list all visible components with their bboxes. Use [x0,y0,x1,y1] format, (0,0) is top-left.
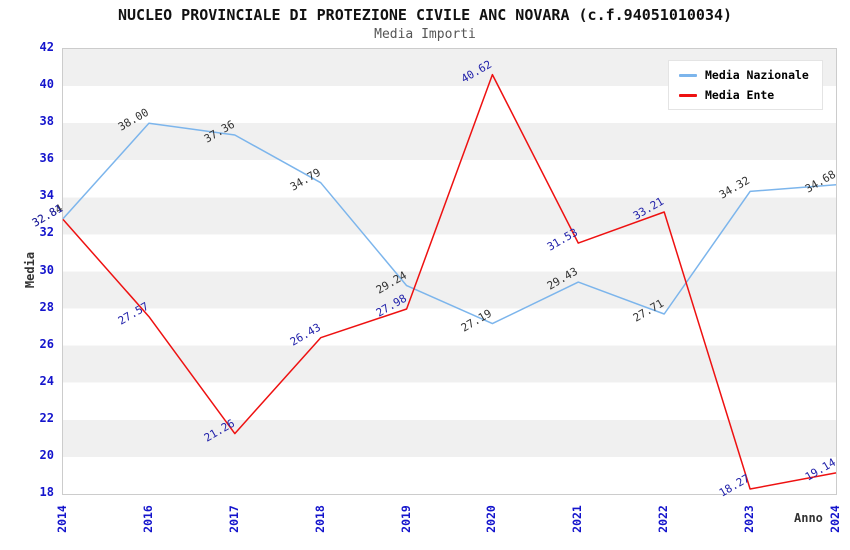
y-axis-title: Media [23,251,37,289]
x-tick-label: 2017 [226,505,241,533]
y-tick-label: 36 [39,151,54,166]
x-tick-label: 2020 [484,505,499,533]
y-tick-label: 34 [39,188,54,203]
y-tick-label: 40 [39,77,54,92]
line-swatch-media-ente-icon [679,93,697,97]
chart-subtitle: Media Importi [374,27,476,42]
y-tick-label: 28 [39,299,54,314]
x-tick-label: 2018 [312,505,327,533]
x-tick-label: 2014 [55,505,69,533]
x-tick-label: 2016 [140,505,155,533]
y-tick-label: 42 [39,40,54,54]
y-tick-label: 20 [39,447,54,462]
y-tick-label: 38 [39,114,54,129]
y-tick-label: 22 [39,410,54,425]
y-tick-label: 26 [39,336,54,351]
legend: Media Nazionale Media Ente [668,60,823,110]
x-tick-label: 2023 [742,505,757,533]
chart-title: NUCLEO PROVINCIALE DI PROTEZIONE CIVILE … [117,6,733,24]
x-tick-label: 2024 [828,505,842,533]
legend-item-media-ente[interactable]: Media Ente [679,88,809,102]
line-swatch-media-nazionale-icon [679,73,697,77]
series-line-media-nazionale[interactable] [62,122,837,325]
legend-label-media-nazionale: Media Nazionale [705,68,809,82]
x-tick-label: 2019 [398,505,413,533]
legend-item-media-nazionale[interactable]: Media Nazionale [679,68,809,82]
plot-area [62,48,837,495]
x-tick-label: 2022 [656,505,671,533]
series-lines [62,73,837,490]
x-axis-title: Anno [794,511,823,525]
y-tick-label: 18 [39,485,54,499]
y-tick-label: 24 [39,373,54,388]
x-tick-label: 2021 [570,505,585,533]
y-tick-label: 32 [39,225,54,240]
series-line-media-ente[interactable] [62,73,837,490]
legend-label-media-ente: Media Ente [705,88,775,102]
y-tick-label: 30 [39,262,54,277]
